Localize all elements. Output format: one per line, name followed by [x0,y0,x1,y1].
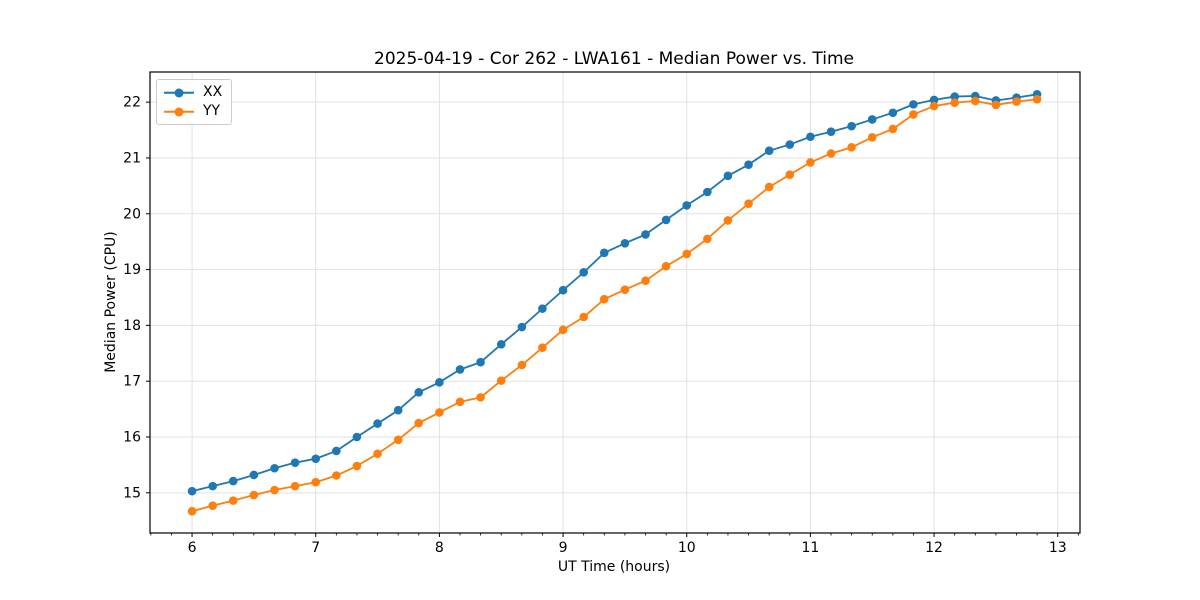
x-axis-label: UT Time (hours) [557,559,671,575]
series-markers-yy [187,95,1042,516]
major-ticks [146,101,1059,537]
y-axis-label: Median Power (CPU) [103,231,119,373]
x-minor-ticks [150,533,1079,536]
svg-text:22: 22 [123,95,141,111]
svg-text:15: 15 [123,485,141,501]
svg-text:8: 8 [435,540,444,556]
svg-text:21: 21 [123,150,141,166]
svg-text:16: 16 [123,430,141,446]
x-tick-labels: 6 7 8 9 10 11 12 13 [188,540,1067,556]
series-line-xx [191,93,1038,493]
legend-label-xx: XX [203,84,223,100]
legend: XX YY [156,79,233,125]
series-markers-xx [187,90,1042,496]
svg-text:13: 13 [1049,540,1067,556]
legend-line-marker-icon [164,88,194,98]
svg-text:9: 9 [559,540,568,556]
y-tick-labels: 15 16 17 18 19 20 21 22 [123,95,141,502]
svg-text:6: 6 [188,540,197,556]
svg-text:12: 12 [925,540,943,556]
svg-text:10: 10 [678,540,696,556]
svg-text:19: 19 [123,262,141,278]
legend-label-yy: YY [203,103,221,119]
legend-item-xx: XX [164,85,222,100]
svg-text:17: 17 [123,374,141,390]
svg-text:11: 11 [801,540,819,556]
gridlines [150,72,1080,533]
svg-text:20: 20 [123,206,141,222]
chart-title: 2025-04-19 - Cor 262 - LWA161 - Median P… [374,49,854,69]
legend-line-marker-icon [164,107,194,117]
svg-text:7: 7 [311,540,320,556]
series-line-yy [191,98,1038,513]
plot-frame [149,71,1081,534]
svg-text:18: 18 [123,318,141,334]
legend-item-yy: YY [164,104,222,119]
